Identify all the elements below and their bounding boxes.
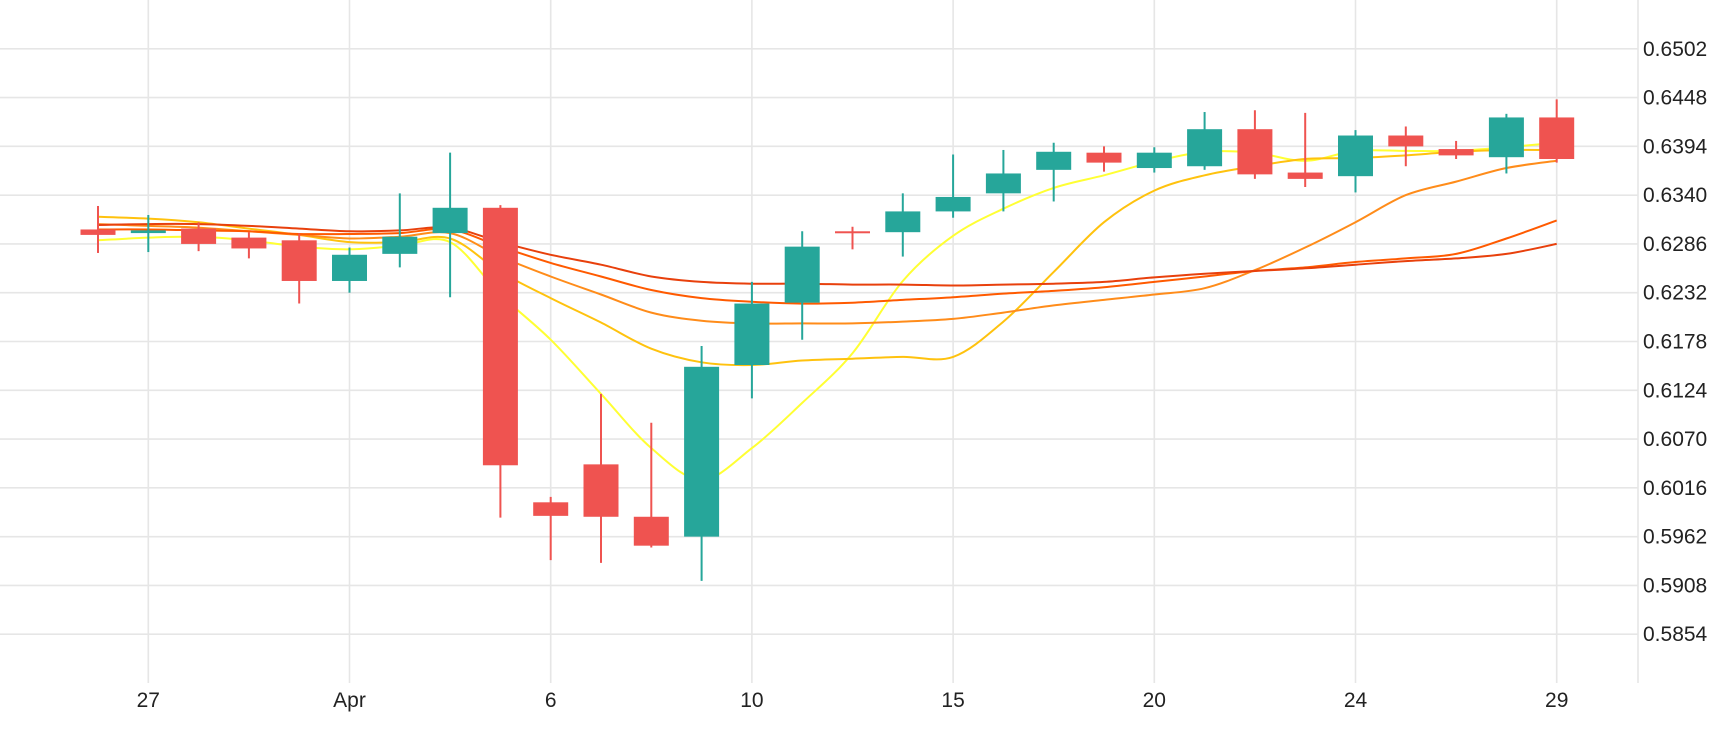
candle-body bbox=[332, 254, 367, 281]
y-tick-label: 0.6340 bbox=[1643, 184, 1707, 207]
ma-line-3 bbox=[97, 159, 1557, 325]
x-tick-label: 15 bbox=[941, 689, 964, 712]
candle-down bbox=[1388, 126, 1424, 167]
candle-body bbox=[1086, 152, 1122, 163]
y-tick-label: 0.6394 bbox=[1643, 135, 1708, 158]
x-tick-label: 24 bbox=[1344, 689, 1368, 712]
x-tick-label: Apr bbox=[333, 689, 366, 712]
candle-body bbox=[1338, 135, 1373, 177]
candle-up bbox=[1036, 142, 1072, 202]
candle-down bbox=[80, 205, 116, 253]
candle-body bbox=[935, 196, 971, 212]
candle-body bbox=[382, 236, 418, 254]
candle-down bbox=[181, 222, 217, 252]
candle-body bbox=[734, 303, 770, 365]
y-tick-label: 0.6178 bbox=[1643, 331, 1707, 354]
y-tick-label: 0.6124 bbox=[1643, 379, 1708, 402]
candle-down bbox=[835, 226, 870, 250]
y-axis: 0.6502 0.6448 0.6394 0.6340 0.6286 0.6232 0.61… bbox=[1643, 38, 1708, 646]
candle-up bbox=[332, 247, 367, 293]
candle-body bbox=[1136, 152, 1172, 169]
grid bbox=[0, 0, 1639, 683]
candle-body bbox=[80, 229, 116, 235]
candle-down bbox=[583, 393, 619, 563]
candle-body bbox=[1187, 129, 1223, 167]
candle-body bbox=[633, 516, 669, 546]
candle-up bbox=[784, 231, 820, 340]
candle-body bbox=[1287, 172, 1323, 179]
candle-body bbox=[1488, 117, 1524, 158]
x-tick-label: 29 bbox=[1545, 689, 1568, 712]
y-tick-label: 0.5908 bbox=[1643, 574, 1707, 597]
ma-line-4 bbox=[97, 219, 1558, 305]
candle-body bbox=[533, 502, 569, 516]
x-axis: 27 Apr 6 10 15 20 24 29 bbox=[137, 689, 1569, 712]
y-tick-label: 0.6070 bbox=[1643, 428, 1707, 451]
y-tick-label: 0.6502 bbox=[1643, 38, 1707, 61]
y-tick-label: 0.6286 bbox=[1643, 233, 1707, 256]
y-tick-label: 0.6016 bbox=[1643, 477, 1707, 500]
x-tick-label: 6 bbox=[545, 689, 557, 712]
candle-down bbox=[231, 232, 267, 259]
candle-up bbox=[684, 346, 720, 581]
candle-up bbox=[1136, 147, 1172, 173]
candle-body bbox=[1539, 117, 1575, 160]
candle-body bbox=[835, 231, 870, 234]
ma-line-5 bbox=[97, 222, 1557, 287]
candle-down bbox=[482, 205, 518, 518]
x-tick-label: 27 bbox=[137, 689, 160, 712]
candle-body bbox=[281, 240, 317, 281]
ma-line-2 bbox=[97, 148, 1557, 367]
candle-up bbox=[734, 281, 770, 399]
candle-down bbox=[1287, 112, 1323, 188]
candle-up bbox=[382, 193, 418, 268]
candle-up bbox=[935, 154, 971, 218]
candle-body bbox=[482, 207, 518, 466]
y-tick-label: 0.6448 bbox=[1643, 87, 1707, 110]
candle-up bbox=[1187, 112, 1223, 170]
candle-body bbox=[784, 246, 820, 303]
candle-up bbox=[130, 215, 166, 253]
candle-down bbox=[281, 233, 317, 304]
candle-body bbox=[231, 237, 267, 249]
candle-up bbox=[432, 152, 468, 298]
x-tick-label: 20 bbox=[1143, 689, 1166, 712]
candle-down bbox=[1539, 99, 1575, 163]
candle-body bbox=[181, 228, 217, 244]
candle-down bbox=[1086, 146, 1122, 172]
candle-body bbox=[1036, 151, 1072, 170]
candle-down bbox=[1237, 110, 1273, 179]
y-tick-label: 0.6232 bbox=[1643, 282, 1707, 305]
candle-body bbox=[130, 230, 166, 234]
candle-down bbox=[1438, 140, 1474, 160]
candle-up bbox=[885, 193, 921, 257]
candle-down bbox=[633, 422, 669, 548]
candle-body bbox=[1438, 149, 1474, 156]
candles bbox=[80, 99, 1575, 581]
candle-body bbox=[1237, 129, 1273, 175]
y-tick-label: 0.5854 bbox=[1643, 623, 1708, 646]
candle-up bbox=[1488, 113, 1524, 174]
candle-up bbox=[985, 149, 1021, 212]
candle-body bbox=[432, 207, 468, 234]
candle-body bbox=[583, 464, 619, 517]
candle-up bbox=[1338, 130, 1373, 193]
y-tick-label: 0.5962 bbox=[1643, 526, 1707, 549]
candle-body bbox=[985, 173, 1021, 194]
candle-down bbox=[533, 496, 569, 561]
ma-line-1 bbox=[97, 141, 1557, 481]
candle-body bbox=[684, 366, 720, 537]
moving-average-lines bbox=[97, 141, 1558, 481]
x-tick-label: 10 bbox=[740, 689, 763, 712]
candle-body bbox=[1388, 135, 1424, 147]
candle-body bbox=[885, 211, 921, 233]
